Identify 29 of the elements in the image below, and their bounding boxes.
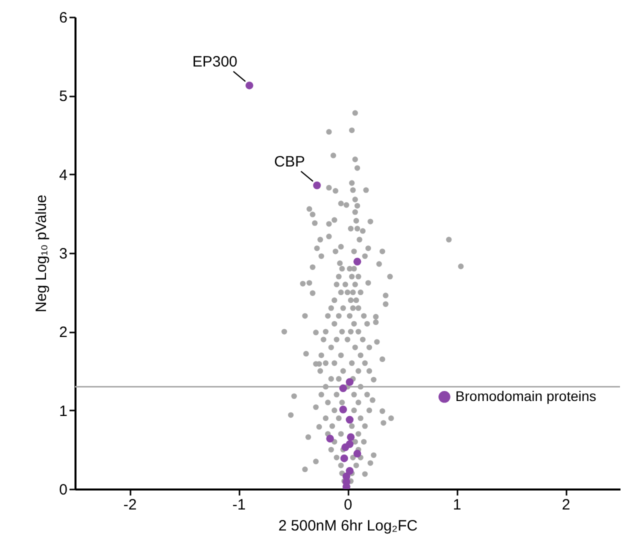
- point: [346, 416, 354, 424]
- y-tick-label: 4: [59, 166, 68, 184]
- x-tick-label: -2: [123, 496, 137, 514]
- y-tick-label: 0: [59, 482, 68, 498]
- point: [353, 258, 362, 266]
- y-tick-label: 1: [59, 402, 68, 420]
- annotation: EP300: [192, 53, 238, 70]
- point: [353, 450, 362, 458]
- y-tick-label: 2: [59, 324, 68, 342]
- point: [339, 406, 348, 414]
- x-tick-label: 1: [452, 496, 462, 514]
- y-tick-label: 6: [59, 10, 68, 26]
- point: [340, 454, 348, 462]
- x-tick-label: 0: [344, 496, 352, 514]
- point: [246, 82, 254, 90]
- x-tick-label: -1: [232, 496, 246, 514]
- legend-label: Bromodomain proteins: [455, 388, 596, 404]
- y-tick-label: 3: [59, 246, 68, 262]
- point: [313, 181, 321, 190]
- y-tick-label: 5: [59, 88, 68, 106]
- point: [341, 443, 350, 452]
- point: [326, 434, 334, 443]
- x-tick-label: 2: [562, 496, 570, 514]
- point: [346, 378, 354, 386]
- x-axis-title: 2 500nM 6hr Log₂FC: [278, 518, 418, 534]
- y-axis-title: Neg Log₁₀ pValue: [33, 194, 50, 312]
- point: [346, 433, 355, 441]
- annotation: CBP: [274, 153, 305, 170]
- point: [339, 384, 348, 392]
